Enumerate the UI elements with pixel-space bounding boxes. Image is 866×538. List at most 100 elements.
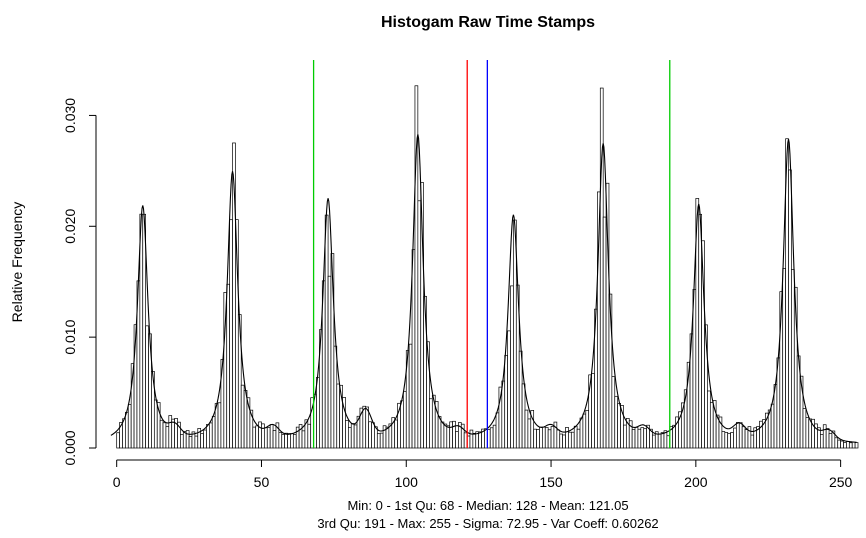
histogram-bar xyxy=(209,422,213,449)
x-tick-label: 100 xyxy=(395,474,419,490)
histogram-bar xyxy=(602,216,607,449)
histogram-bar xyxy=(139,213,144,449)
histogram-bar xyxy=(261,423,265,449)
histogram-bar xyxy=(292,434,297,449)
histogram-bar xyxy=(631,429,636,449)
histogram-bar xyxy=(608,293,613,449)
histogram-bar xyxy=(527,418,532,449)
histogram-bar xyxy=(284,432,288,449)
histogram-bar xyxy=(724,432,729,449)
histogram-bar xyxy=(264,427,268,449)
histogram-bar xyxy=(408,343,413,449)
histogram-bar xyxy=(336,383,341,449)
x-tick-label: 150 xyxy=(539,474,563,490)
x-tick-label: 200 xyxy=(684,474,708,490)
histogram-bar xyxy=(828,433,833,449)
histogram-bar xyxy=(182,431,187,449)
histogram-bar xyxy=(403,390,407,449)
histogram-bar xyxy=(709,402,714,449)
histogram-bar xyxy=(539,426,543,449)
histogram-bar xyxy=(854,442,859,449)
histogram-bar xyxy=(533,428,537,449)
histogram-bar xyxy=(269,424,274,449)
histogram-bar xyxy=(376,433,381,449)
histogram-bar xyxy=(599,87,604,449)
histogram-bar xyxy=(565,427,569,449)
histogram-bar xyxy=(501,380,506,449)
histogram-bar xyxy=(165,426,170,449)
y-axis-label: Relative Frequency xyxy=(9,202,25,323)
histogram-bar xyxy=(385,426,390,449)
histogram-bar xyxy=(287,433,291,449)
histogram-bar xyxy=(426,341,430,449)
histogram-bar xyxy=(446,425,451,449)
histogram-bar xyxy=(840,440,844,449)
histogram-bar xyxy=(316,376,320,449)
histogram-bar xyxy=(582,413,587,449)
histogram-bar xyxy=(550,426,555,449)
summary-line-2: 3rd Qu: 191 - Max: 255 - Sigma: 72.95 - … xyxy=(317,516,658,531)
histogram-bar xyxy=(576,428,581,449)
histogram-bar xyxy=(536,429,540,449)
histogram-bar xyxy=(556,429,561,449)
histogram-bar xyxy=(489,427,494,449)
axes: 0 50 100 150 200 250 0.000 0.010 0.020 0.030 xyxy=(62,98,853,490)
histogram-bar xyxy=(307,423,312,449)
histogram-bar xyxy=(478,431,482,449)
histogram-bar xyxy=(417,200,422,449)
x-tick-label: 0 xyxy=(113,474,121,490)
histogram-bar xyxy=(350,423,355,449)
histogram-bar xyxy=(180,434,184,449)
histogram-bar xyxy=(788,169,792,449)
histogram-bar xyxy=(770,403,775,449)
reference-lines xyxy=(312,60,671,448)
histogram-bar xyxy=(400,400,404,449)
histogram-bar xyxy=(741,426,746,449)
summary-line-1: Min: 0 - 1st Qu: 68 - Median: 128 - Mean… xyxy=(347,498,628,513)
histogram-bar xyxy=(562,434,566,449)
histogram-bar xyxy=(843,442,847,449)
histogram-bar xyxy=(116,432,120,449)
histogram-bar xyxy=(290,433,294,449)
histogram-bar xyxy=(127,404,132,449)
histogram-bar xyxy=(194,435,199,449)
histogram-bar xyxy=(707,390,711,449)
histogram-bar xyxy=(617,403,621,449)
histogram-bar xyxy=(324,214,329,449)
x-tick-label: 250 xyxy=(829,474,853,490)
histogram-bar xyxy=(660,432,665,449)
histogram-bar xyxy=(521,383,526,449)
histogram-bar xyxy=(542,426,546,449)
y-tick-label: 0.030 xyxy=(62,98,78,133)
density-curve xyxy=(110,134,857,443)
histogram-bar xyxy=(188,436,193,449)
histogram-bar xyxy=(524,409,529,449)
histogram-bar xyxy=(568,431,572,449)
histogram-bar xyxy=(672,424,676,449)
histogram-bar xyxy=(547,429,552,449)
histogram-bar xyxy=(258,421,262,449)
histogram-bar xyxy=(153,399,158,449)
histogram-bar xyxy=(802,408,807,449)
histogram-bar xyxy=(782,268,786,449)
histogram-bar xyxy=(591,373,595,449)
histogram-bar xyxy=(171,418,175,449)
histogram-bar xyxy=(327,275,332,449)
histogram-bar xyxy=(168,415,173,449)
histogram-bar xyxy=(472,432,477,449)
histogram-bar xyxy=(374,426,378,449)
histogram-bar xyxy=(142,213,147,449)
histogram-bar xyxy=(492,424,497,449)
histogram-bar xyxy=(449,421,453,449)
histogram-bar xyxy=(272,430,277,449)
histogram-bar xyxy=(805,417,810,449)
histogram-bar xyxy=(281,433,286,449)
histogram-bar xyxy=(822,424,827,449)
histogram-bar xyxy=(345,420,349,449)
histogram-bar xyxy=(579,417,584,449)
histogram-bar xyxy=(791,269,795,449)
x-tick-label: 50 xyxy=(254,474,270,490)
histogram-bar xyxy=(834,437,839,449)
y-tick-label: 0.000 xyxy=(62,430,78,465)
